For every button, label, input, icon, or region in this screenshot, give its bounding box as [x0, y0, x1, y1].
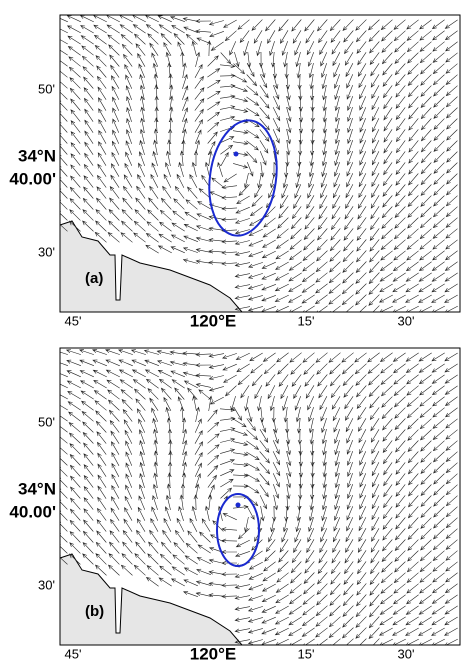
x-tick-label: 30' [398, 313, 415, 328]
panel-label: (b) [85, 603, 104, 620]
y-tick-label: 30' [38, 577, 55, 592]
map-panel: 50' 30' 34°N 40.00' 45' 120°E 15' 30' (a) [9, 14, 461, 330]
x-tick-label: 45' [65, 646, 82, 661]
eddy-center [233, 151, 239, 157]
eddy-center [235, 502, 241, 508]
y-tick-label: 40.00' [9, 169, 56, 188]
y-tick-label: 30' [38, 244, 55, 259]
y-tick-label: 50' [38, 414, 55, 429]
y-tick-label: 40.00' [9, 502, 56, 521]
current-vectors [60, 15, 458, 312]
x-tick-label: 15' [298, 646, 315, 661]
map-frame [59, 347, 461, 646]
map-frame [59, 14, 461, 313]
x-tick-label: 120°E [190, 644, 237, 663]
panel-label: (a) [85, 270, 103, 287]
map-panel: 50' 30' 34°N 40.00' 45' 120°E 15' 30' (b) [9, 347, 461, 663]
y-tick-label: 50' [38, 81, 55, 96]
y-tick-label: 34°N [18, 146, 56, 165]
x-tick-label: 30' [398, 646, 415, 661]
eddy-ellipse [216, 493, 260, 567]
x-tick-label: 15' [298, 313, 315, 328]
x-tick-label: 120°E [190, 311, 237, 330]
eddy-ellipse [208, 119, 278, 237]
land [59, 553, 244, 646]
x-tick-label: 45' [65, 313, 82, 328]
land [59, 220, 244, 313]
current-vectors [60, 349, 458, 645]
y-tick-label: 34°N [18, 479, 56, 498]
